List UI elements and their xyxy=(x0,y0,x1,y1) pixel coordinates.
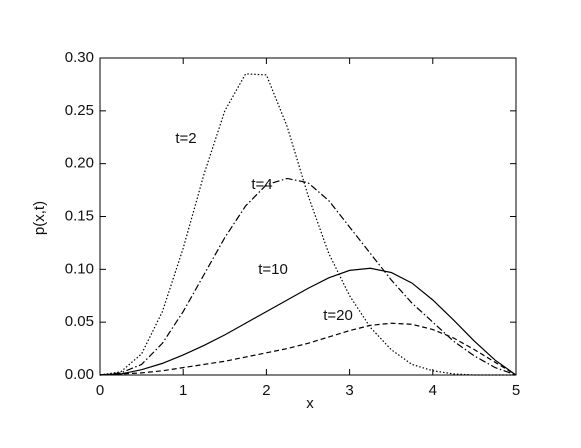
x-tick-label: 3 xyxy=(345,382,353,399)
series-line xyxy=(99,267,517,376)
x-tick-label: 0 xyxy=(96,382,104,399)
x-axis-label: x xyxy=(306,395,314,412)
y-tick-label: 0.10 xyxy=(65,260,94,277)
x-tick-label: 2 xyxy=(262,382,270,399)
y-axis-label: p(x,t) xyxy=(31,201,48,235)
x-tick-label: 1 xyxy=(179,382,187,399)
x-tick-label: 4 xyxy=(429,382,437,399)
x-tick-label: 5 xyxy=(512,382,520,399)
series-line xyxy=(99,322,517,376)
y-tick-label: 0.05 xyxy=(65,313,94,330)
series-line xyxy=(99,73,516,376)
series-label: t=2 xyxy=(175,130,196,147)
series-line xyxy=(99,177,517,376)
y-tick-label: 0.25 xyxy=(65,102,94,119)
y-tick-label: 0.00 xyxy=(65,366,94,383)
series-label: t=20 xyxy=(323,307,353,324)
y-tick-label: 0.30 xyxy=(65,49,94,66)
series-label: t=4 xyxy=(251,176,272,193)
series-label: t=10 xyxy=(258,261,288,278)
y-tick-label: 0.15 xyxy=(65,207,94,224)
y-tick-label: 0.20 xyxy=(65,155,94,172)
plot-frame xyxy=(99,57,517,376)
